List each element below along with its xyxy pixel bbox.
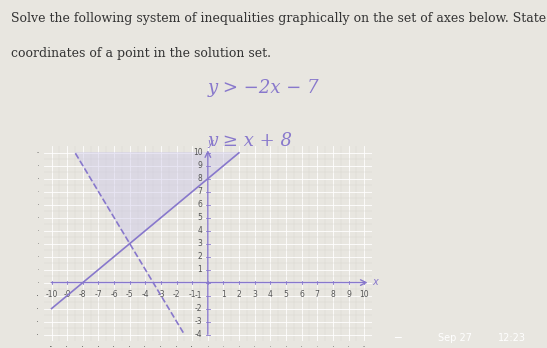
Text: 3: 3 (197, 239, 202, 248)
Text: -2: -2 (195, 304, 202, 313)
Text: 10: 10 (359, 290, 369, 299)
Text: 7: 7 (197, 187, 202, 196)
Text: 6: 6 (197, 200, 202, 209)
Text: -2: -2 (173, 290, 181, 299)
Text: Solve the following system of inequalities graphically on the set of axes below.: Solve the following system of inequaliti… (11, 12, 547, 25)
Text: -6: -6 (110, 290, 118, 299)
Text: 4: 4 (197, 226, 202, 235)
Text: -1: -1 (189, 290, 196, 299)
Text: 9: 9 (346, 290, 351, 299)
Text: 8: 8 (197, 174, 202, 183)
Text: -4: -4 (142, 290, 149, 299)
Text: 10: 10 (193, 148, 202, 157)
Text: ─: ─ (394, 333, 400, 342)
Text: x: x (373, 277, 379, 287)
Text: Sep 27: Sep 27 (438, 333, 472, 342)
Text: 4: 4 (268, 290, 273, 299)
Text: -4: -4 (195, 330, 202, 339)
Text: -9: -9 (63, 290, 71, 299)
Text: -3: -3 (157, 290, 165, 299)
Text: 3: 3 (252, 290, 257, 299)
Text: 5: 5 (197, 213, 202, 222)
Text: 1: 1 (221, 290, 226, 299)
Text: -1: -1 (195, 291, 202, 300)
Text: 6: 6 (299, 290, 304, 299)
Text: 2: 2 (197, 252, 202, 261)
Text: 9: 9 (197, 161, 202, 170)
Text: 12:23: 12:23 (498, 333, 526, 342)
Text: 5: 5 (283, 290, 288, 299)
Text: -10: -10 (45, 290, 58, 299)
Text: coordinates of a point in the solution set.: coordinates of a point in the solution s… (11, 47, 271, 60)
Text: y: y (207, 137, 213, 148)
Text: -5: -5 (126, 290, 133, 299)
Text: y ≥ x + 8: y ≥ x + 8 (208, 132, 293, 150)
Text: 1: 1 (197, 265, 202, 274)
Text: -8: -8 (79, 290, 86, 299)
Text: -3: -3 (195, 317, 202, 326)
Text: 7: 7 (315, 290, 319, 299)
Text: 2: 2 (237, 290, 241, 299)
Text: 8: 8 (330, 290, 335, 299)
Text: y > −2x − 7: y > −2x − 7 (208, 79, 319, 97)
Text: -7: -7 (95, 290, 102, 299)
